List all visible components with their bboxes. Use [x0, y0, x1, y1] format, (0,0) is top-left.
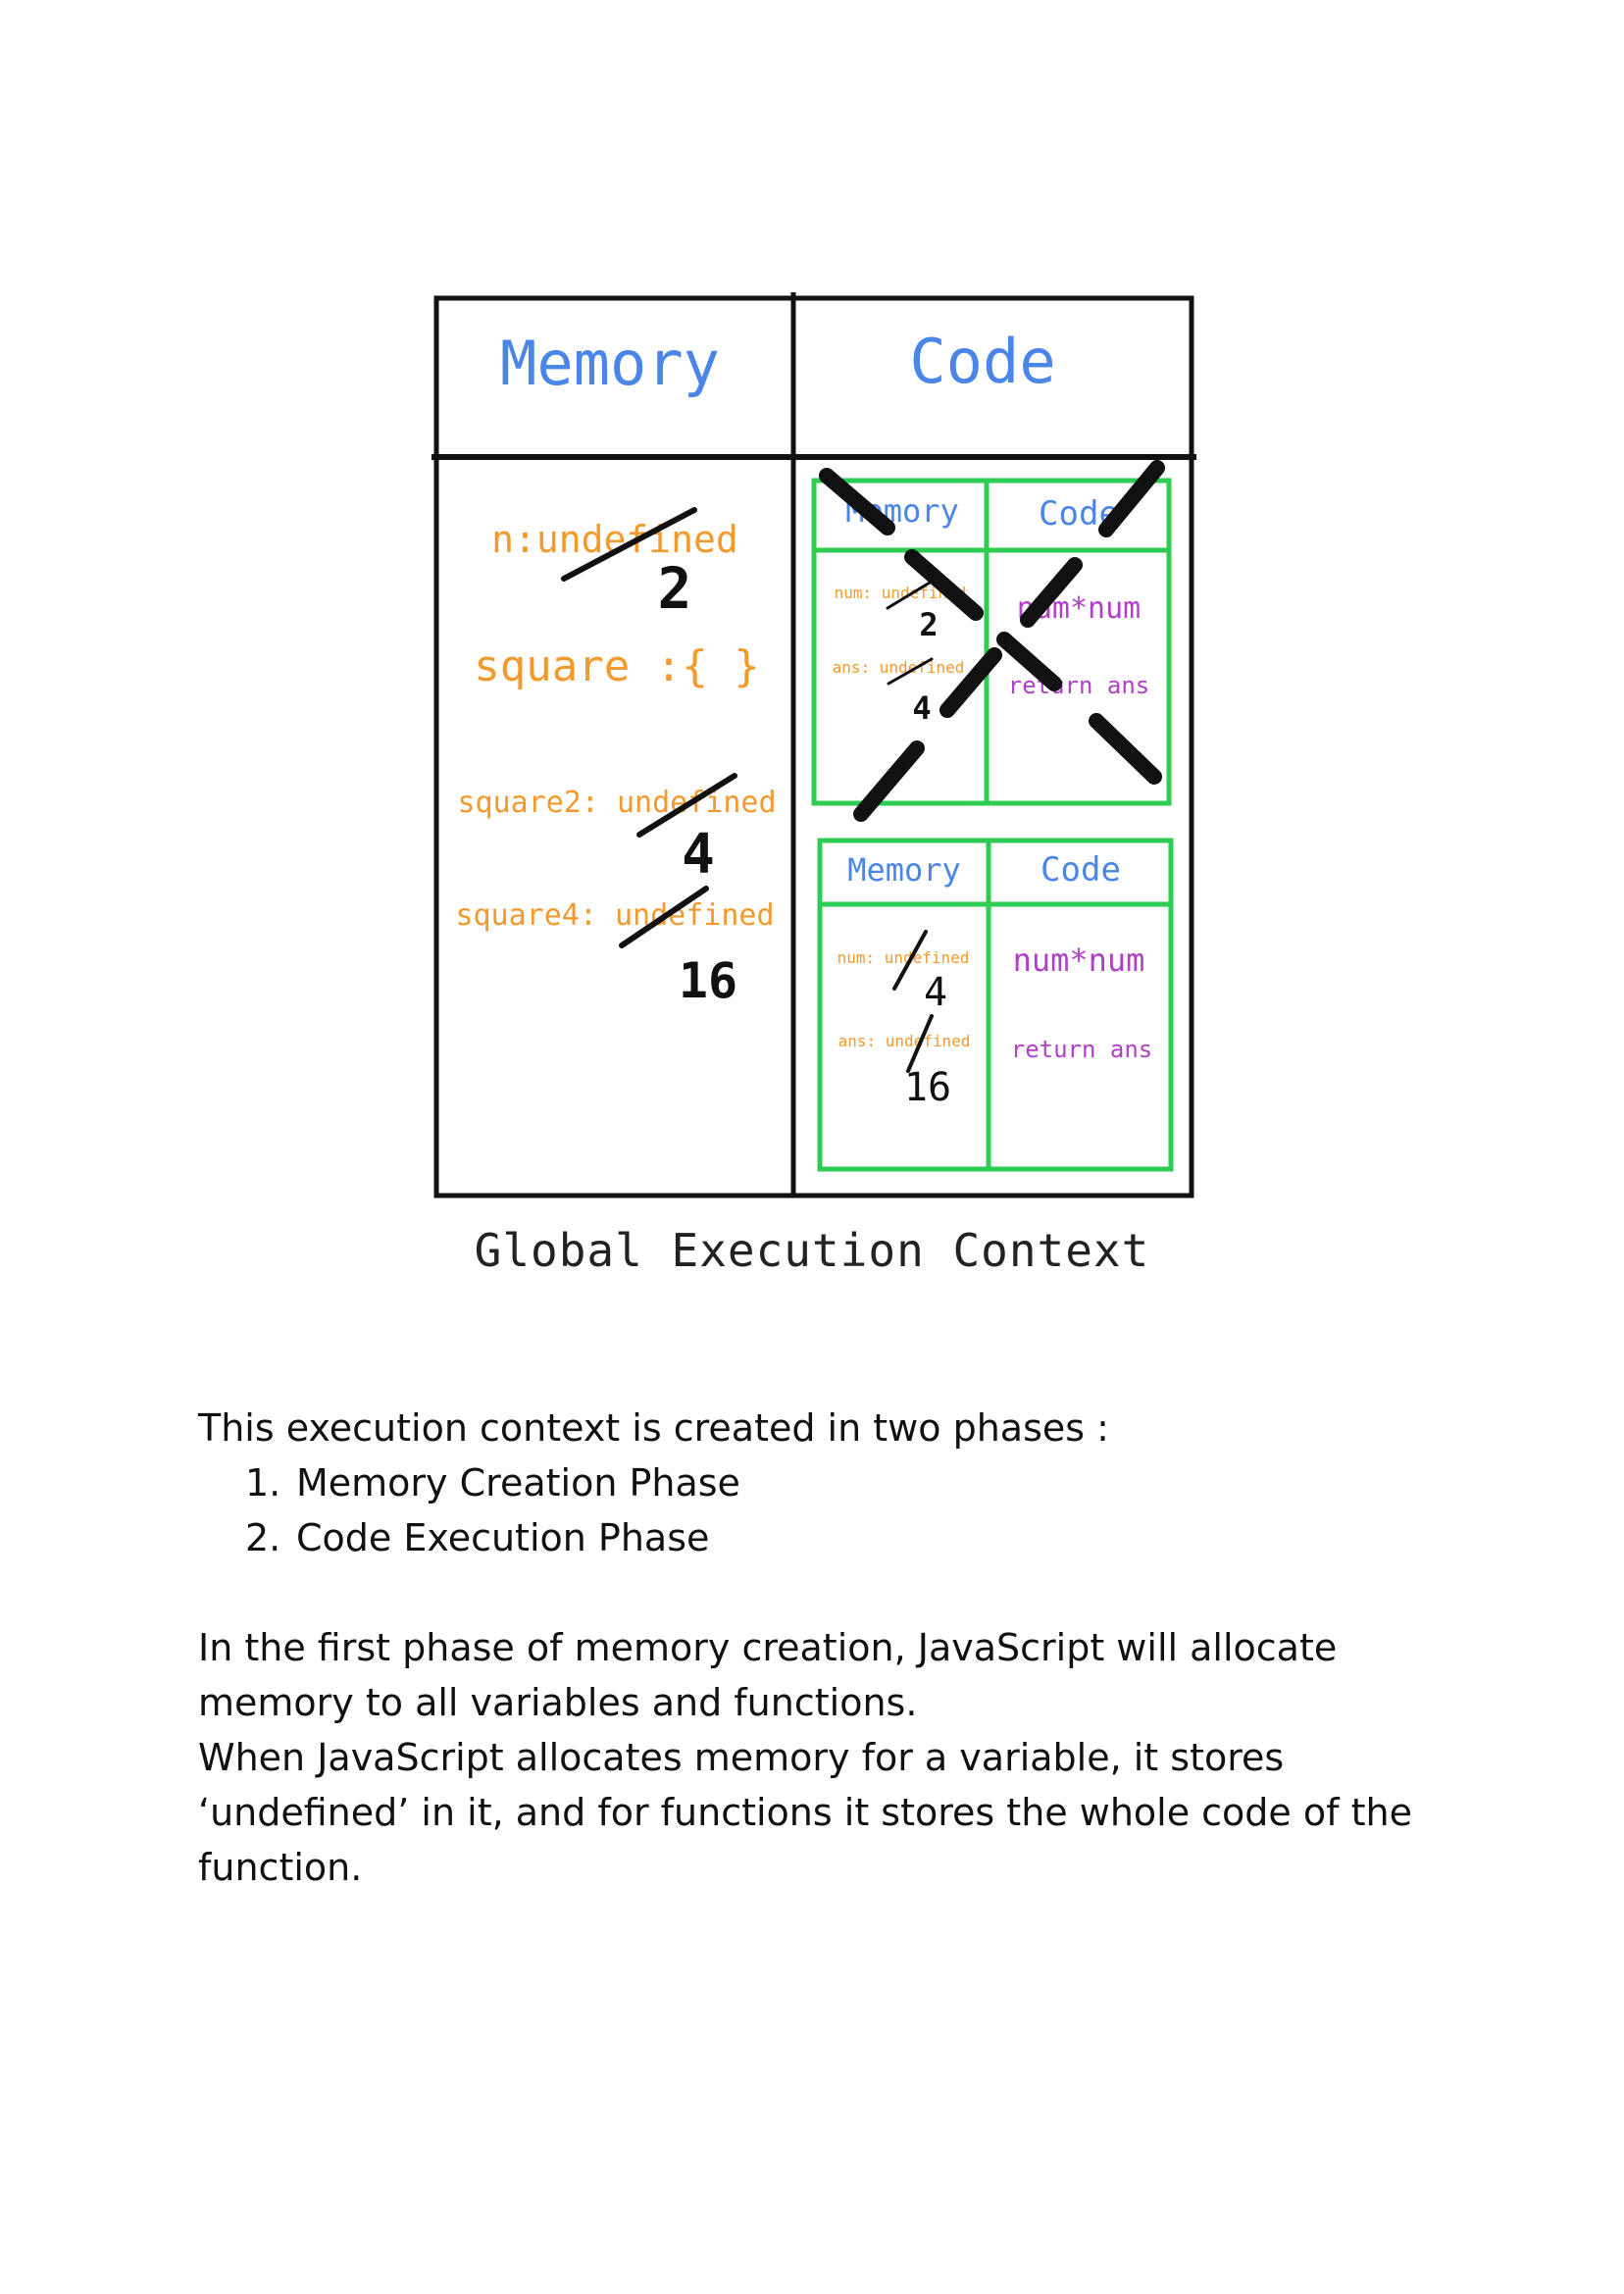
diagram-caption: Global Execution Context: [474, 1224, 1150, 1277]
context1-ans-value: 4: [912, 689, 931, 727]
context2-code-line1: num*num: [1013, 942, 1145, 979]
phase-list: 1. Memory Creation Phase 2. Code Execution…: [245, 1455, 740, 1565]
list-item-number: 2.: [245, 1516, 281, 1559]
square2-value: 4: [682, 823, 715, 887]
execution-context-diagram: Memory Code n:undefined 2 square :{ } sq…: [431, 292, 1196, 1198]
square2-entry: square2: undefined: [457, 786, 776, 820]
context2-num-value: 4: [924, 970, 947, 1015]
context2-num-entry: num: undefined: [837, 948, 970, 967]
list-item: 2. Code Execution Phase: [245, 1510, 740, 1565]
square-entry: square :{ }: [474, 641, 759, 691]
square2-strike: [636, 773, 737, 838]
outer-code-header: Code: [909, 326, 1055, 397]
context2-code-line2: return ans: [1011, 1036, 1153, 1063]
n-strike: [561, 507, 697, 582]
square4-entry: square4: undefined: [455, 898, 774, 933]
list-item-number: 1.: [245, 1461, 281, 1504]
context1-num-entry: num: undefined: [835, 584, 967, 602]
square4-value: 16: [679, 952, 737, 1009]
outer-memory-header: Memory: [500, 328, 720, 399]
square4-strike: [619, 886, 709, 948]
context1-code-line2: return ans: [1008, 672, 1150, 699]
context1-ans-entry: ans: undefined: [833, 658, 965, 677]
context1-num-value: 2: [919, 606, 938, 643]
intro-text: This execution context is created in two…: [198, 1406, 1109, 1450]
global-memory-column: n:undefined 2 square :{ } square2: undef…: [455, 507, 777, 1009]
outer-frame: [433, 295, 1194, 1198]
list-item-label: Code Execution Phase: [296, 1516, 710, 1559]
function-context-1: Memory Code num: undefined 2 ans: undefi…: [811, 460, 1172, 822]
paragraph-allocation: When JavaScript allocates memory for a v…: [198, 1736, 1412, 1889]
list-item: 1. Memory Creation Phase: [245, 1455, 740, 1510]
context1-cross-out: [819, 460, 1165, 822]
context2-ans-entry: ans: undefined: [838, 1032, 971, 1050]
context2-ans-value: 16: [904, 1065, 951, 1110]
paragraph-memory-creation: In the first phase of memory creation, J…: [198, 1626, 1338, 1724]
n-value: 2: [658, 555, 692, 622]
function-context-2: Memory Code num: undefined 4 ans: undefi…: [817, 838, 1174, 1172]
context2-memory-header: Memory: [847, 851, 961, 889]
list-item-label: Memory Creation Phase: [296, 1461, 740, 1504]
context2-code-header: Code: [1040, 850, 1121, 890]
